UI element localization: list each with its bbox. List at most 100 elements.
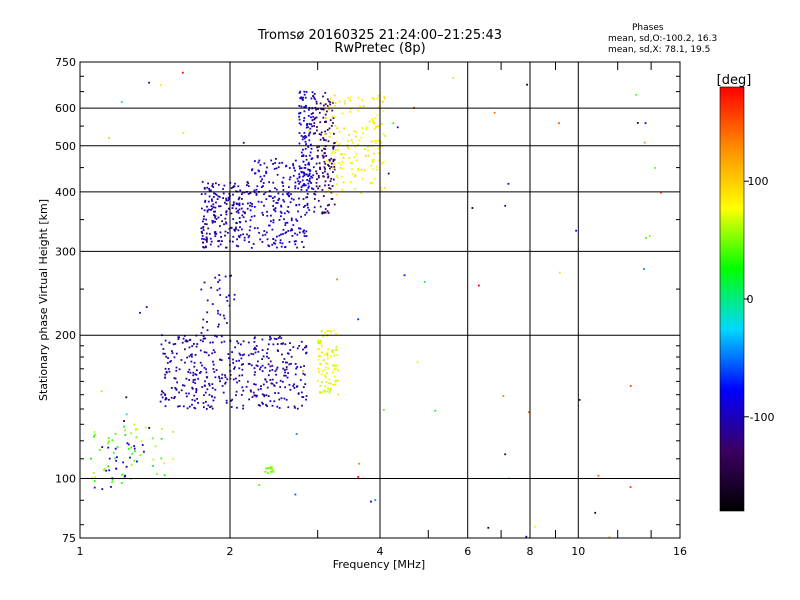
scatter-point [326, 357, 329, 360]
scatter-point [303, 172, 305, 175]
scatter-point [284, 343, 287, 346]
scatter-point [333, 354, 336, 357]
scatter-point [246, 184, 248, 186]
scatter-point [164, 398, 167, 401]
scatter-point [371, 161, 374, 163]
scatter-point [305, 346, 308, 348]
scatter-point [286, 361, 288, 364]
scatter-point [211, 383, 214, 385]
scatter-point [217, 183, 220, 186]
scatter-point [232, 362, 235, 364]
scatter-point [322, 137, 325, 139]
scatter-point [212, 196, 215, 198]
scatter-point [307, 182, 310, 185]
scatter-point [224, 376, 227, 379]
scatter-point [247, 185, 250, 187]
scatter-point [277, 166, 280, 169]
scatter-point [278, 197, 281, 200]
scatter-point [323, 155, 325, 158]
scatter-point [199, 349, 202, 352]
scatter-point [265, 403, 267, 406]
scatter-point [307, 161, 310, 164]
scatter-point [225, 296, 228, 299]
scatter-point [312, 166, 315, 169]
scatter-point [220, 236, 222, 238]
scatter-point [354, 175, 357, 178]
scatter-point [371, 119, 374, 122]
scatter-point [133, 445, 135, 447]
y-tick-label: 600 [55, 102, 76, 115]
scatter-point [272, 219, 275, 221]
scatter-point [151, 437, 154, 440]
scatter-point [335, 349, 338, 351]
scatter-point [216, 198, 219, 200]
scatter-point [303, 106, 305, 108]
scatter-point [324, 121, 326, 123]
scatter-point [202, 340, 204, 343]
scatter-point [261, 393, 264, 396]
scatter-point [288, 194, 290, 197]
scatter-point [322, 335, 325, 338]
scatter-point [349, 99, 352, 102]
scatter-point [217, 325, 219, 328]
scatter-point [291, 235, 294, 237]
scatter-point [294, 232, 296, 235]
scatter-point [260, 201, 263, 203]
scatter-point [211, 303, 214, 305]
scatter-point [294, 493, 297, 496]
scatter-point [116, 456, 118, 459]
scatter-point [214, 334, 216, 337]
scatter-point [290, 362, 292, 365]
scatter-point [130, 432, 132, 435]
scatter-point [200, 230, 203, 233]
scatter-point [289, 388, 292, 391]
scatter-point [360, 136, 363, 139]
scatter-point [240, 363, 243, 366]
scatter-point [203, 187, 206, 190]
scatter-point [237, 342, 240, 345]
scatter-point [302, 136, 305, 138]
scatter-point [107, 437, 110, 439]
scatter-point [357, 109, 360, 112]
scatter-point [213, 396, 216, 399]
scatter-point [278, 398, 281, 401]
scatter-point [329, 187, 332, 190]
scatter-point [233, 228, 236, 231]
scatter-point [214, 276, 217, 279]
scatter-point [223, 317, 226, 320]
scatter-point [349, 96, 352, 99]
scatter-point [328, 104, 331, 107]
scatter-point [247, 236, 250, 239]
scatter-point [255, 194, 258, 196]
scatter-point [251, 168, 254, 171]
scatter-point [272, 343, 275, 346]
scatter-point [283, 218, 285, 221]
scatter-point [167, 368, 170, 370]
scatter-point [232, 204, 235, 207]
scatter-point [303, 174, 306, 177]
x-axis-label: Frequency [MHz] [333, 558, 425, 571]
scatter-point [159, 400, 162, 403]
scatter-point [206, 299, 209, 302]
scatter-point [267, 395, 270, 397]
scatter-point [206, 329, 209, 332]
scatter-point [260, 387, 262, 390]
scatter-point [373, 140, 376, 142]
scatter-point [194, 354, 197, 356]
scatter-point [558, 122, 560, 125]
scatter-point [334, 368, 336, 370]
scatter-point [186, 395, 188, 398]
scatter-point [305, 104, 307, 107]
scatter-point [377, 147, 380, 150]
scatter-point [90, 457, 92, 460]
scatter-point [186, 340, 189, 343]
scatter-point [217, 240, 219, 242]
scatter-point [636, 122, 639, 124]
scatter-point [335, 333, 338, 335]
scatter-point [371, 182, 374, 185]
scatter-point [240, 357, 243, 360]
scatter-point [319, 121, 322, 124]
scatter-point [326, 129, 329, 131]
scatter-point [202, 226, 204, 229]
scatter-point [332, 171, 334, 173]
